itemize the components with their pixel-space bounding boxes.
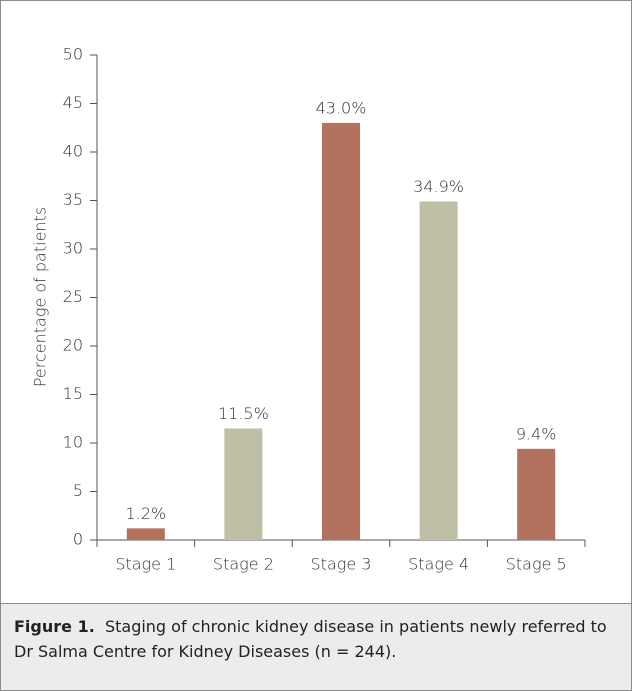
value-label: 11.5% (218, 404, 269, 423)
bar (126, 528, 165, 540)
x-tick-label: Stage 2 (213, 555, 274, 574)
y-tick-label: 15 (63, 384, 83, 403)
y-tick-label: 5 (73, 481, 83, 500)
x-tick-label: Stage 5 (506, 555, 567, 574)
y-tick-label: 50 (63, 45, 83, 64)
y-tick-label: 25 (63, 287, 83, 306)
x-tick-label: Stage 1 (115, 555, 176, 574)
value-label: 1.2% (125, 504, 166, 523)
y-tick-label: 10 (63, 433, 83, 452)
y-axis-label: Percentage of patients (31, 207, 50, 387)
bar (322, 122, 360, 541)
y-tick-label: 30 (63, 239, 83, 258)
caption: Figure 1. Staging of chronic kidney dise… (1, 603, 631, 690)
x-tick-label: Stage 3 (311, 555, 372, 574)
value-label: 43.0% (316, 98, 367, 117)
bar (517, 448, 556, 540)
bar (419, 201, 458, 540)
x-tick-label: Stage 4 (408, 555, 469, 574)
caption-label: Figure 1. (14, 617, 95, 636)
value-label: 34.9% (413, 177, 464, 196)
chart: Percentage of patients 0 5 10 15 20 25 30 35 40 4… (31, 45, 586, 574)
y-tick-label: 45 (63, 93, 83, 112)
caption-text: Staging of chronic kidney disease in pat… (14, 617, 607, 661)
y-tick-label: 0 (73, 530, 83, 549)
y-tick-label: 20 (63, 336, 83, 355)
bar (224, 428, 263, 540)
y-tick-label: 35 (63, 190, 83, 209)
y-tick-label: 40 (63, 142, 83, 161)
value-label: 9.4% (516, 424, 557, 443)
